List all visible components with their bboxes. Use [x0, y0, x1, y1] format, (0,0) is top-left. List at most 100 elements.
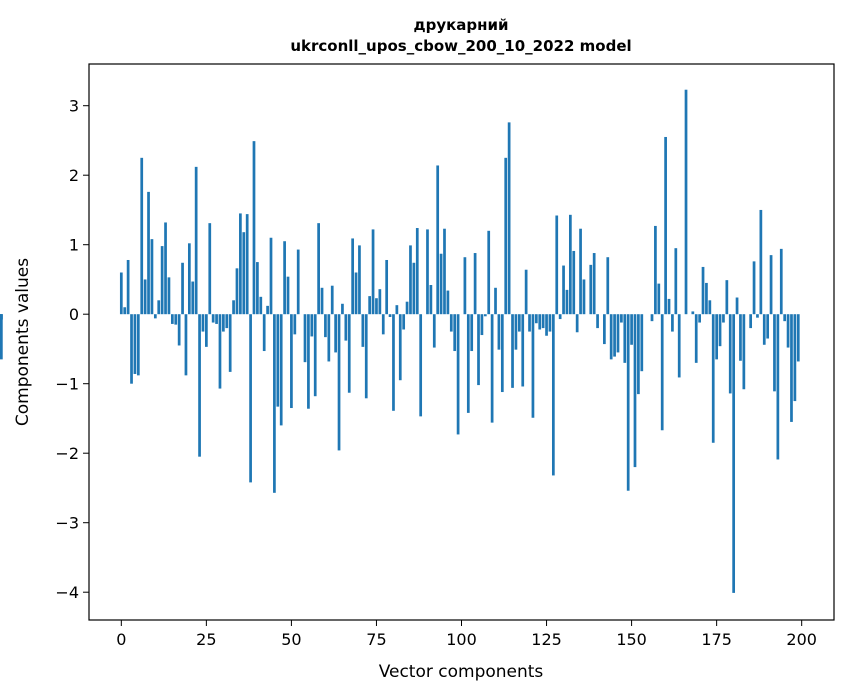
bar-97	[449, 314, 453, 332]
bar-144	[609, 314, 613, 360]
bar-10	[153, 314, 157, 319]
bar-124	[541, 314, 545, 329]
bar-60	[324, 314, 327, 338]
bar-57	[313, 314, 317, 397]
bar-104	[473, 253, 477, 315]
x-tick-label: 0	[116, 630, 126, 649]
bar-135	[579, 228, 582, 315]
bar-189	[762, 314, 766, 345]
bar-183	[742, 314, 746, 390]
bar-149	[626, 314, 630, 491]
bar-142	[603, 314, 606, 345]
bar-187	[756, 314, 759, 318]
bar-38	[249, 314, 252, 483]
bar-161	[667, 298, 671, 315]
bar-103	[470, 314, 474, 352]
bar-198	[793, 314, 797, 402]
bar-158	[657, 283, 661, 315]
bar-120	[528, 314, 531, 332]
bar-105	[477, 314, 480, 386]
bar-2	[126, 259, 130, 315]
bar-4	[133, 314, 137, 374]
bar-153	[640, 314, 644, 372]
bar-29	[218, 314, 222, 389]
bar-117	[517, 314, 521, 332]
bar-138	[589, 264, 593, 315]
bar-24	[201, 314, 205, 332]
bar-113	[504, 157, 508, 315]
bar-63	[334, 314, 337, 353]
bar-73	[368, 296, 372, 315]
bar-93	[436, 165, 440, 315]
bar-25	[205, 314, 208, 347]
bar-199	[796, 314, 800, 362]
bar-88	[419, 314, 423, 417]
bar-169	[694, 314, 698, 363]
bar-18	[181, 262, 184, 315]
bar-23	[198, 314, 201, 457]
bar-114	[507, 122, 511, 315]
bar-31	[225, 314, 229, 329]
bar-194	[779, 248, 783, 315]
bar-174	[711, 314, 715, 443]
bar-192	[773, 314, 776, 392]
bar-34	[235, 268, 239, 315]
bar-119	[524, 269, 528, 315]
bar-1	[123, 307, 127, 315]
bar-177	[722, 314, 725, 323]
bar-86	[412, 262, 416, 315]
bar-172	[705, 282, 708, 315]
bar-69	[354, 272, 358, 315]
bar-140	[596, 314, 599, 329]
bar-47	[279, 314, 283, 426]
bar-42	[262, 314, 266, 352]
bar-84	[405, 301, 409, 315]
bar-92	[432, 314, 436, 348]
bar-112	[500, 314, 504, 393]
bar-170	[698, 314, 701, 323]
bar-59	[320, 287, 324, 315]
bar-118	[521, 314, 525, 387]
bar-20	[187, 243, 191, 315]
bar-6	[140, 157, 144, 315]
bar-179	[728, 314, 732, 394]
bar-193	[776, 314, 780, 460]
bar-75	[375, 298, 378, 315]
bar-39	[252, 141, 256, 315]
bar-43	[266, 305, 269, 315]
bar-95	[443, 228, 446, 315]
bar-186	[752, 261, 756, 315]
bar-68	[351, 238, 355, 315]
y-axis-ticks: −4 −3 −2 −1 0 1 2 3	[55, 97, 89, 602]
bar-162	[671, 314, 674, 332]
bar-99	[456, 314, 460, 435]
bar-185	[749, 314, 753, 329]
bar-157	[654, 225, 657, 315]
bar-52	[296, 249, 300, 315]
bar-81	[395, 305, 399, 315]
bar-5	[136, 314, 140, 376]
bar-40	[256, 262, 259, 315]
bar-125	[545, 314, 548, 336]
bar-139	[592, 253, 596, 315]
bar-14	[167, 277, 171, 315]
bar-151	[633, 314, 637, 468]
bar-121	[531, 314, 535, 418]
bar-168	[691, 311, 695, 315]
bar-108	[487, 230, 491, 315]
bar-178	[725, 280, 729, 315]
bar-61	[327, 314, 331, 362]
bar-22	[194, 166, 198, 315]
bar-11	[157, 300, 161, 315]
plot-frame	[88, 63, 835, 621]
bar-147	[620, 314, 623, 323]
bar-195	[783, 314, 787, 322]
bar-27	[211, 314, 215, 323]
x-tick-label: 75	[366, 630, 386, 649]
x-axis-label: Vector components	[379, 662, 544, 682]
bar-181	[735, 297, 739, 315]
bar-71	[361, 314, 365, 347]
bar-82	[398, 314, 402, 381]
bar-111	[497, 314, 501, 350]
bar-19	[184, 314, 188, 376]
